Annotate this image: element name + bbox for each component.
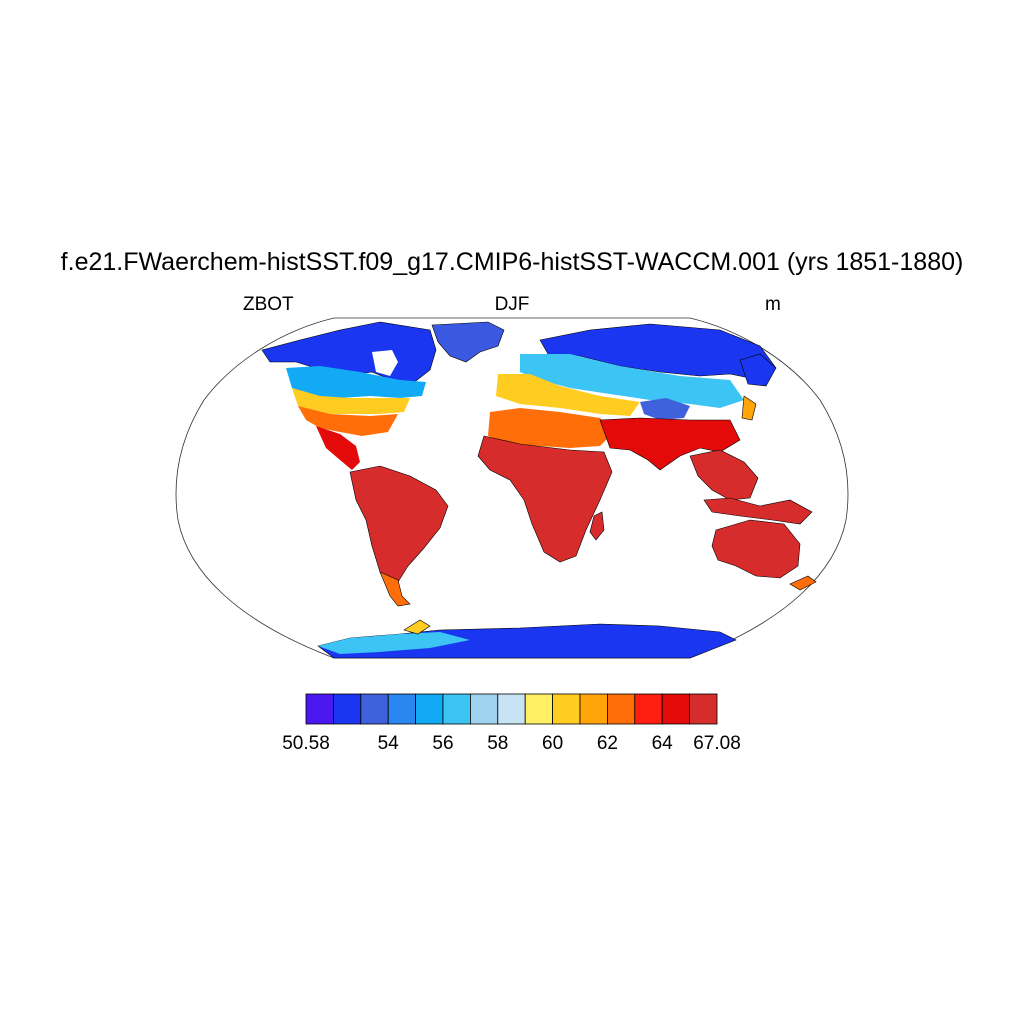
new-zealand <box>789 575 817 591</box>
variable-label: ZBOT <box>243 294 294 315</box>
colorbar-tick-label: 60 <box>542 733 564 754</box>
indonesia <box>703 497 813 525</box>
colorbar-tick-label: 62 <box>596 733 618 754</box>
arabia-india <box>599 417 741 471</box>
patagonia <box>379 571 411 607</box>
colorbar-tick-label: 54 <box>377 733 399 754</box>
colorbar-tick-label: 58 <box>487 733 509 754</box>
colorbar-cell <box>634 693 663 725</box>
colorbar-cell <box>442 693 471 725</box>
colorbar-cell <box>360 693 389 725</box>
colorbar-cell <box>415 693 444 725</box>
colorbar-cell <box>579 693 608 725</box>
greenland <box>431 321 505 363</box>
africa <box>477 435 613 563</box>
colorbar-cell <box>469 693 499 725</box>
kamchatka <box>739 353 777 387</box>
colorbar-cell <box>552 693 581 725</box>
colorbar-tick-label: 67.08 <box>693 733 741 754</box>
colorbar-cell <box>497 693 526 725</box>
colorbar-cell <box>305 693 334 725</box>
colorbar-cell <box>524 693 554 725</box>
central-america <box>316 426 360 470</box>
eurasia-north <box>539 323 777 381</box>
north-america-temperate <box>292 388 410 414</box>
colorbar-cell <box>607 693 636 725</box>
units-label: m <box>765 294 781 315</box>
australia <box>711 519 801 579</box>
colorbar-tick-label: 50.58 <box>282 733 330 754</box>
africa-north <box>488 408 614 448</box>
tibet <box>640 398 690 420</box>
figure-title: f.e21.FWaerchem-histSST.f09_g17.CMIP6-hi… <box>60 248 964 276</box>
south-america <box>349 465 449 593</box>
japan <box>741 395 757 421</box>
madagascar <box>589 511 605 541</box>
colorbar-tick-label: 64 <box>651 733 673 754</box>
colorbar-cell <box>689 693 718 725</box>
colorbar-cell <box>332 693 362 725</box>
colorbar-cell <box>387 693 417 725</box>
antarctica-coast <box>318 632 470 654</box>
north-america-mid <box>286 366 426 398</box>
antarctic-peninsula <box>403 619 431 635</box>
europe-warm <box>496 374 640 416</box>
hudson-bay <box>372 350 398 376</box>
colorbar-cell <box>661 693 691 725</box>
southeast-asia <box>689 449 759 501</box>
eurasia-mid <box>520 354 744 408</box>
season-label: DJF <box>494 294 530 315</box>
colorbar-tick-label: 56 <box>432 733 454 754</box>
